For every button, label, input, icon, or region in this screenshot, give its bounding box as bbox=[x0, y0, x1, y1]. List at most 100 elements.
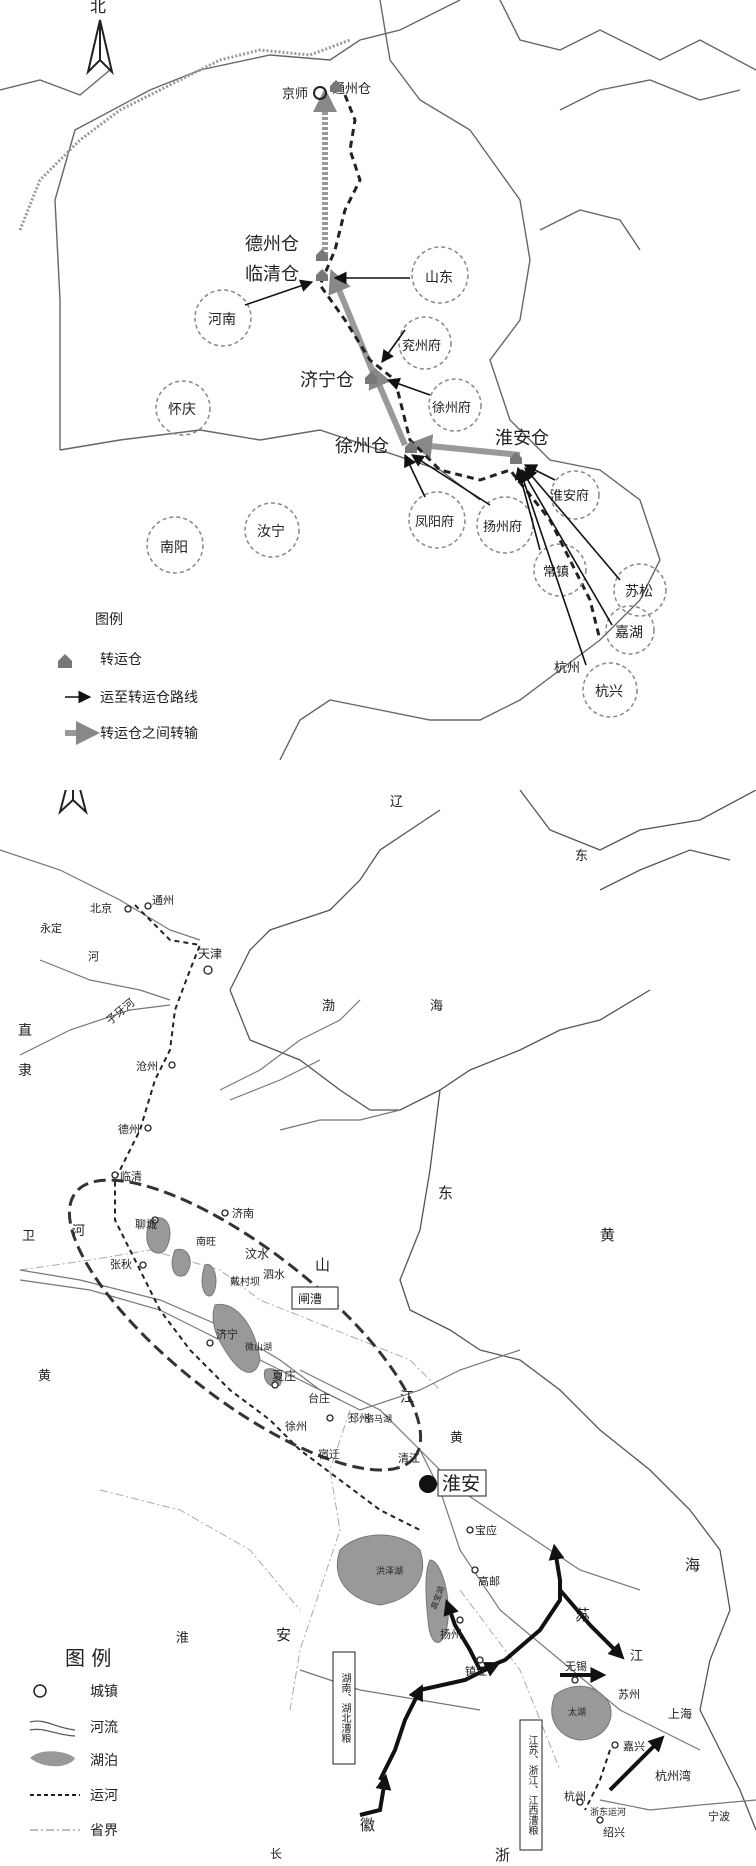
city-tianjin: 天津 bbox=[198, 947, 222, 961]
geo-ziya: 子牙河 bbox=[104, 996, 138, 1027]
jiaxing-arrow bbox=[608, 1735, 665, 1792]
legend-town-label: 城镇 bbox=[90, 1684, 118, 1700]
legend2-title: 图 例 bbox=[65, 1646, 111, 1670]
city-nanwang: 南旺 bbox=[196, 1235, 216, 1248]
city-dezhou: 德州 bbox=[118, 1122, 140, 1136]
huaian-box bbox=[437, 1469, 487, 1497]
huguang-label: 湖南、湖北漕粮 bbox=[339, 1673, 350, 1743]
city-xiazhuang: 夏庄 bbox=[272, 1368, 296, 1383]
city-baoying: 宝应 bbox=[475, 1523, 497, 1537]
legend-town-icon bbox=[33, 1684, 47, 1698]
geo-dong2: 东 bbox=[438, 1184, 453, 1202]
city-yangzhou: 扬州 bbox=[440, 1627, 462, 1641]
geo-yongding: 永定 bbox=[40, 921, 62, 935]
geo-he: 河 bbox=[88, 950, 99, 963]
city-taizhuang: 台庄 bbox=[308, 1391, 330, 1405]
transfer-arrows bbox=[313, 88, 521, 459]
city-gaoyou: 高邮 bbox=[478, 1574, 500, 1588]
geo-jiang: 江 bbox=[400, 1390, 414, 1406]
geo-huang2: 黄 bbox=[450, 1431, 463, 1446]
north-label: 北 bbox=[64, 790, 80, 792]
geo-hui: 徽 bbox=[360, 1816, 375, 1834]
geo-weishan: 微山湖 bbox=[245, 1341, 272, 1353]
region-nanyang: 南阳 bbox=[160, 540, 188, 556]
city-zhenjiang: 镇江 bbox=[465, 1664, 487, 1678]
city-jining: 济宁 bbox=[216, 1327, 238, 1341]
geo-yellowriver: 黄 bbox=[38, 1369, 51, 1384]
grand-canal-map: 北 淮安 北京 通州 天津 沧州 德州 临清 济南 聊城 张秋 济宁 夏庄 台庄… bbox=[0, 790, 756, 1866]
grand-canal-route bbox=[318, 94, 602, 641]
legend-canal-label: 运河 bbox=[90, 1788, 118, 1804]
legend1-title: 图例 bbox=[95, 612, 123, 628]
geo-luoma: 骆马湖 bbox=[365, 1413, 392, 1425]
legend-granary-icon bbox=[58, 654, 72, 668]
city-hangzhou: 杭州 bbox=[564, 1789, 586, 1803]
region-runing: 汝宁 bbox=[257, 523, 285, 540]
city-suqian: 宿迁 bbox=[318, 1447, 340, 1461]
geo-li: 隶 bbox=[18, 1063, 32, 1079]
north-arrow-icon bbox=[58, 790, 88, 816]
geo-wenshui: 汶水 bbox=[245, 1246, 269, 1261]
legend-route-label: 运至转运仓路线 bbox=[100, 690, 198, 706]
granary-label-xuzhou: 徐州仓 bbox=[335, 436, 389, 457]
city-cangzhou: 沧州 bbox=[136, 1059, 158, 1073]
zhacao-label: 闸漕 bbox=[298, 1292, 322, 1306]
geo-hongze: 洪泽湖 bbox=[376, 1565, 403, 1577]
province-borders bbox=[19, 1249, 561, 1771]
geo-bo: 渤 bbox=[322, 998, 335, 1014]
city-jiaxing: 嘉兴 bbox=[623, 1739, 645, 1753]
region-yanzhou: 兖州府 bbox=[402, 339, 441, 354]
jiangzhe-box bbox=[519, 1719, 543, 1851]
geo-zhi: 直 bbox=[18, 1022, 32, 1039]
huaian-marker bbox=[419, 1475, 437, 1493]
region-changzhen: 常镇 bbox=[543, 565, 569, 580]
region-huaiqing: 怀庆 bbox=[168, 402, 196, 418]
geo-su: 苏 bbox=[575, 1606, 590, 1624]
geo-zhe: 浙 bbox=[495, 1846, 510, 1864]
geo-sishui: 泗水 bbox=[263, 1268, 285, 1281]
city-xuzhou: 徐州 bbox=[285, 1419, 307, 1433]
granary-label-tongzhou: 通州仓 bbox=[332, 82, 371, 97]
great-wall bbox=[18, 38, 351, 231]
granary-transfer-map: 北 京师 通州仓 德州仓 临清仓 济宁仓 徐州仓 淮安仓 bbox=[0, 0, 756, 760]
city-shaoxing: 绍兴 bbox=[603, 1825, 625, 1839]
city-zhangqiu: 张秋 bbox=[110, 1257, 132, 1271]
coastline bbox=[229, 790, 756, 1831]
geo-zhedong: 浙东运河 bbox=[590, 1806, 626, 1818]
lakes bbox=[146, 1217, 612, 1741]
region-susong: 苏松 bbox=[625, 584, 653, 600]
geo-dong: 东 bbox=[575, 849, 588, 864]
geo-taihu: 太湖 bbox=[568, 1706, 586, 1718]
region-yangzhou: 扬州府 bbox=[483, 520, 522, 535]
region-shandong: 山东 bbox=[425, 270, 453, 286]
geo-hai: 海 bbox=[430, 999, 443, 1014]
region-jiahu: 嘉湖 bbox=[615, 625, 643, 641]
legend-lake-label: 湖泊 bbox=[90, 1753, 118, 1769]
city-tongzhou: 通州 bbox=[152, 894, 174, 907]
geo-jiang2: 江 bbox=[630, 1649, 643, 1664]
granary-label-jining: 济宁仓 bbox=[300, 370, 354, 391]
city-liaocheng: 聊城 bbox=[135, 1217, 157, 1231]
zhacao-region-outline bbox=[67, 1178, 423, 1472]
region-henan: 河南 bbox=[208, 312, 236, 328]
legend-river-icon bbox=[29, 1720, 76, 1737]
city-wuxi: 无锡 bbox=[565, 1659, 587, 1673]
city-suzhou: 苏州 bbox=[618, 1688, 640, 1701]
city-qinghe: 清江 bbox=[398, 1452, 420, 1465]
city-huaian: 淮安 bbox=[442, 1473, 480, 1495]
city-linqing: 临清 bbox=[120, 1169, 142, 1183]
city-daicun: 戴村坝 bbox=[230, 1275, 260, 1288]
geo-huang: 黄 bbox=[600, 1226, 615, 1244]
legend-river-label: 河流 bbox=[90, 1720, 118, 1736]
geo-wei: 卫 bbox=[22, 1229, 35, 1244]
north-label: 北 bbox=[90, 0, 106, 16]
canal-route-south bbox=[584, 1749, 611, 1811]
granary-label-huaian: 淮安仓 bbox=[495, 428, 549, 449]
geo-hai2: 海 bbox=[685, 1556, 700, 1574]
city-pizhou: 邳州 bbox=[348, 1412, 370, 1425]
legend-granary-label: 转运仓 bbox=[100, 652, 142, 668]
region-fengyang: 凤阳府 bbox=[415, 515, 454, 530]
city-jinan: 济南 bbox=[232, 1206, 254, 1220]
geo-shan: 山 bbox=[315, 1256, 330, 1274]
geo-chang: 长 bbox=[270, 1847, 282, 1861]
